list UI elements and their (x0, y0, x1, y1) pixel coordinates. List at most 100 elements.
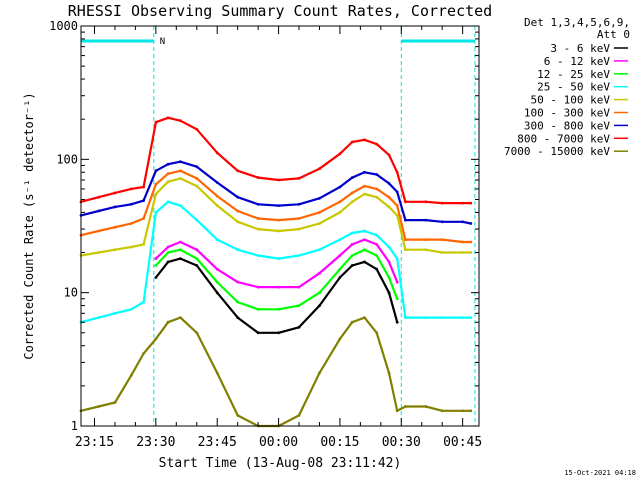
data-point (350, 191, 354, 195)
data-point (297, 177, 301, 180)
data-point (363, 238, 366, 242)
data-point (179, 204, 182, 208)
data-point (338, 185, 342, 189)
data-point (236, 248, 240, 252)
data-point (154, 276, 158, 279)
data-point (469, 409, 473, 413)
data-point (154, 211, 158, 214)
data-point (395, 257, 399, 260)
data-point (236, 195, 240, 199)
data-point (469, 316, 473, 319)
data-point (424, 405, 428, 408)
data-point (179, 177, 182, 180)
data-point (142, 352, 146, 355)
legend-label: 25 - 50 keV (537, 81, 610, 94)
data-point (142, 185, 146, 189)
data-point (297, 227, 301, 231)
x-axis-label: Start Time (13-Aug-08 23:11:42) (159, 456, 402, 471)
data-point (166, 245, 170, 249)
data-point (142, 243, 146, 246)
data-point (375, 331, 379, 335)
data-point (461, 251, 464, 254)
data-point (113, 401, 117, 404)
data-point (129, 373, 133, 377)
data-point (395, 214, 399, 217)
data-point (195, 264, 199, 267)
data-point (404, 238, 407, 242)
data-point (154, 337, 158, 341)
data-point (387, 260, 391, 264)
series-lines (79, 116, 473, 428)
data-point (256, 217, 260, 220)
data-point (179, 257, 182, 260)
data-point (375, 195, 379, 199)
data-point (363, 248, 366, 252)
data-point (129, 187, 133, 191)
data-point (195, 127, 199, 131)
data-point (166, 172, 170, 176)
data-point (277, 218, 280, 222)
data-point (338, 238, 342, 242)
data-point (277, 285, 280, 289)
data-point (395, 320, 399, 324)
data-point (215, 280, 219, 284)
data-point (338, 276, 342, 279)
data-point (236, 300, 240, 304)
data-point (440, 238, 444, 242)
data-point (97, 195, 100, 199)
data-point (97, 405, 100, 408)
data-point (318, 196, 321, 200)
data-point (318, 271, 321, 275)
data-point (97, 316, 100, 319)
data-point (256, 331, 260, 335)
data-point (440, 316, 444, 319)
y-axis: 1 10 100 1000 (49, 19, 479, 433)
data-point (195, 218, 199, 222)
data-point (440, 251, 444, 254)
data-point (195, 257, 199, 260)
night-label: N (160, 37, 165, 47)
data-point (363, 316, 366, 319)
data-point (113, 191, 117, 195)
data-point (375, 142, 379, 146)
data-point (277, 229, 280, 233)
data-point (256, 254, 260, 257)
data-point (166, 251, 170, 254)
data-point (338, 152, 342, 156)
y-tick-label: 1 (71, 419, 78, 433)
legend-label: 800 - 7000 keV (517, 132, 610, 145)
data-point (387, 371, 391, 375)
data-point (375, 243, 379, 246)
data-point (395, 204, 399, 208)
data-point (395, 190, 399, 194)
data-point (215, 267, 219, 271)
data-point (395, 409, 399, 413)
x-tick-label: 00:45 (443, 435, 482, 450)
data-point (297, 325, 301, 329)
data-point (215, 371, 219, 375)
data-point (129, 222, 133, 225)
data-point (256, 176, 260, 180)
data-point (404, 218, 407, 222)
data-point (318, 222, 321, 225)
data-point (277, 331, 280, 335)
data-point (97, 229, 100, 233)
data-point (236, 169, 240, 173)
data-point (297, 217, 301, 220)
data-point (338, 267, 342, 271)
plot-frame (80, 25, 480, 427)
y-axis-label: Corrected Count Rate (s⁻¹ detector⁻¹) (22, 92, 36, 359)
data-point (154, 264, 158, 267)
data-point (469, 222, 473, 225)
data-point (297, 202, 301, 206)
data-point (236, 316, 240, 319)
data-point (154, 182, 158, 186)
data-point (256, 285, 260, 289)
data-point (297, 285, 301, 289)
data-point (277, 178, 280, 182)
data-point (195, 248, 199, 252)
data-point (318, 211, 321, 214)
data-point (277, 257, 280, 260)
data-point (375, 254, 379, 257)
